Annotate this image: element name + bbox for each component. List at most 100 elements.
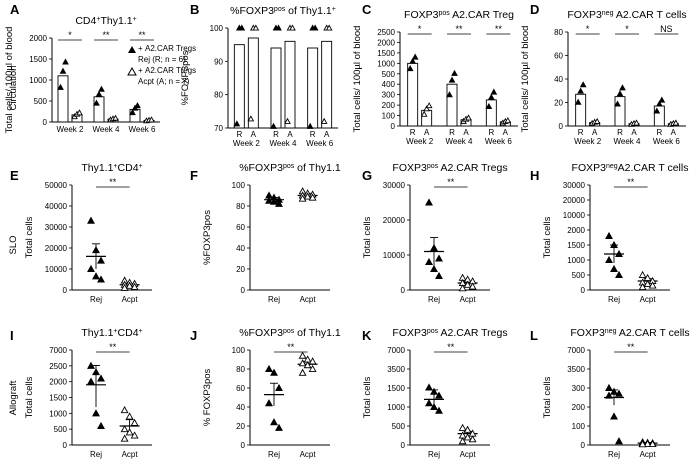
panel-F-letter: F bbox=[190, 168, 198, 183]
panel-B-x-sub-label: R bbox=[273, 130, 279, 139]
panel-J-point-1-0 bbox=[298, 351, 307, 359]
panel-C-sig-0: * bbox=[418, 24, 422, 34]
panel-F-point-1-4 bbox=[303, 192, 312, 200]
panel-B-point-R-0-2 bbox=[238, 24, 246, 31]
panel-J-point-0-5 bbox=[275, 423, 283, 431]
panel-H: H FOXP3negA2.CAR T cells 0 500 1000 1500 2000 1… bbox=[530, 162, 688, 304]
panel-B-point-A-1-2 bbox=[289, 24, 296, 31]
panel-L-letter: L bbox=[530, 328, 538, 343]
panel-B-point-R-2-0 bbox=[306, 122, 314, 129]
panel-B-y-tick-label: 80 bbox=[214, 91, 223, 100]
panel-C-y-tick-label: 0 bbox=[391, 122, 396, 131]
panel-J-point-0-0 bbox=[265, 364, 273, 373]
panel-J-point-0-1 bbox=[270, 368, 278, 376]
panel-B-title: %FOXP3pos of Thy1.1+ bbox=[230, 5, 336, 17]
panel-C-point-R-1-1 bbox=[448, 76, 456, 83]
panel-I-y-axis-label: Total cells bbox=[24, 376, 35, 418]
panel-D-x-sub-label: R bbox=[578, 128, 584, 137]
panel-H-point-1-0 bbox=[638, 270, 647, 279]
panel-H-x-label-0: Rej bbox=[608, 295, 620, 304]
panel-D-y-tick-label: 20 bbox=[554, 99, 563, 108]
panel-I-point-1-3 bbox=[120, 425, 129, 433]
panel-A-sig-2: ** bbox=[138, 30, 146, 40]
panel-D-group-label-1: Week 4 bbox=[614, 137, 642, 146]
panel-B-point-R-1-2 bbox=[275, 24, 282, 31]
panel-J-point-0-3 bbox=[265, 399, 273, 407]
panel-D-letter: D bbox=[530, 2, 539, 17]
panel-J-x-label-0: Rej bbox=[268, 450, 280, 459]
panel-I-point-0-0 bbox=[87, 361, 95, 369]
panel-E-point-1-5 bbox=[130, 282, 139, 290]
panel-A-y-axis-label: Total cells/ 100µl of blood bbox=[4, 27, 15, 134]
panel-J-letter: J bbox=[190, 328, 197, 343]
panel-B-bar-R-0 bbox=[233, 44, 245, 129]
panel-K-point-0-4 bbox=[430, 402, 438, 411]
panel-B-point-A-2-0 bbox=[320, 117, 328, 124]
panel-J-title: %FOXP3pos of Thy1.1 bbox=[239, 327, 341, 339]
panel-K-point-0-1 bbox=[430, 387, 438, 395]
panel-K-sig: ** bbox=[447, 342, 455, 352]
panel-A-y-tick-label: 1000 bbox=[29, 76, 47, 85]
panel-K-y-tick-label: 500 bbox=[392, 422, 406, 431]
panel-D-sig-0: * bbox=[586, 24, 590, 34]
panel-F-x-label-0: Rej bbox=[268, 295, 280, 304]
panel-D-x-sub-label: A bbox=[671, 128, 677, 137]
legend-acpt-line2: Acpt (A; n = 7) bbox=[138, 77, 190, 86]
panel-C-y-tick-label: 200 bbox=[382, 101, 396, 110]
panel-I-point-0-3 bbox=[87, 377, 95, 385]
panel-B-y-tick-label: 100 bbox=[210, 24, 224, 33]
panel-C-point-A-0-2 bbox=[425, 102, 433, 109]
panel-A: A CD4+Thy1.1+ 0 500 1000 1500 2000 Total cells/… bbox=[4, 2, 160, 134]
panel-H-y-tick-label: 0 bbox=[581, 286, 586, 295]
panel-D-x-sub-label: R bbox=[656, 128, 662, 137]
panel-E-x-label-0: Rej bbox=[90, 295, 102, 304]
panel-L-point-0-3 bbox=[605, 391, 613, 399]
panel-D-bar-R-2 bbox=[653, 105, 665, 127]
panel-L-point-1-5 bbox=[648, 439, 657, 448]
panel-G-point-0-4 bbox=[430, 264, 438, 273]
panel-C-title: FOXP3pos A2.CAR Treg bbox=[404, 9, 514, 21]
legend-acpt-marker bbox=[127, 66, 137, 76]
panel-B-x-sub-label: R bbox=[236, 130, 242, 139]
panel-D-point-R-0-1 bbox=[577, 87, 585, 94]
panel-D-point-A-2-2 bbox=[672, 119, 680, 126]
panel-B-bar-A-0 bbox=[247, 37, 259, 129]
legend-rej-line1: A2.CAR Tregs bbox=[145, 44, 196, 53]
panel-C-x-sub-label: A bbox=[463, 128, 469, 137]
panel-C-y-tick-label: 2500 bbox=[377, 28, 395, 37]
panel-E-y-tick-label: 10000 bbox=[45, 265, 68, 274]
panel-C-point-R-2-2 bbox=[490, 88, 498, 95]
panel-K-y-tick-label: 1000 bbox=[387, 403, 405, 412]
panel-H-point-1-5 bbox=[648, 281, 657, 289]
panel-F-point-1-6 bbox=[298, 194, 307, 202]
panel-H-y-tick-label: 1500 bbox=[567, 241, 585, 250]
panel-L-point-1-4 bbox=[643, 439, 652, 447]
panel-D-x-sub-label: R bbox=[617, 128, 623, 137]
panel-K-letter: K bbox=[362, 328, 372, 343]
panel-G-y-tick-label: 20000 bbox=[383, 216, 406, 225]
panel-F-y-tick-label: 0 bbox=[241, 286, 246, 295]
panel-E-point-0-4 bbox=[92, 272, 100, 280]
panel-B-group-label-0: Week 2 bbox=[233, 139, 261, 148]
panel-F-y-tick-label: 20 bbox=[236, 265, 245, 274]
panel-L-y-tick-label: 7000 bbox=[567, 346, 585, 355]
panel-I-point-1-2 bbox=[130, 418, 139, 426]
panel-J-y-tick-label: 20 bbox=[236, 422, 245, 431]
panel-D-bar-R-1 bbox=[614, 96, 626, 127]
panel-A-bar-R-1 bbox=[93, 96, 105, 123]
panel-C-bar-R-1 bbox=[446, 83, 458, 127]
panel-D-point-R-0-2 bbox=[579, 81, 587, 88]
panel-H-x-label-1: Acpt bbox=[640, 295, 657, 304]
panel-C-y-axis-label: Total cells/ 100µl of blood bbox=[352, 26, 363, 133]
panel-D-sig-2: NS bbox=[660, 24, 673, 34]
panel-I-y-tick-label: 1000 bbox=[49, 409, 67, 418]
panel-E-point-1-6 bbox=[120, 283, 129, 291]
panel-I-point-0-2 bbox=[97, 374, 105, 382]
panel-H-point-1-6 bbox=[638, 282, 647, 291]
panel-B-y-axis-label: %FOXP3pos bbox=[180, 50, 191, 105]
panel-I-y-tick-label: 7000 bbox=[49, 346, 67, 355]
panel-A-point-R-1-0 bbox=[93, 99, 100, 106]
panel-K-point-1-1 bbox=[463, 425, 472, 433]
legend-acpt-plus: + bbox=[138, 66, 143, 75]
